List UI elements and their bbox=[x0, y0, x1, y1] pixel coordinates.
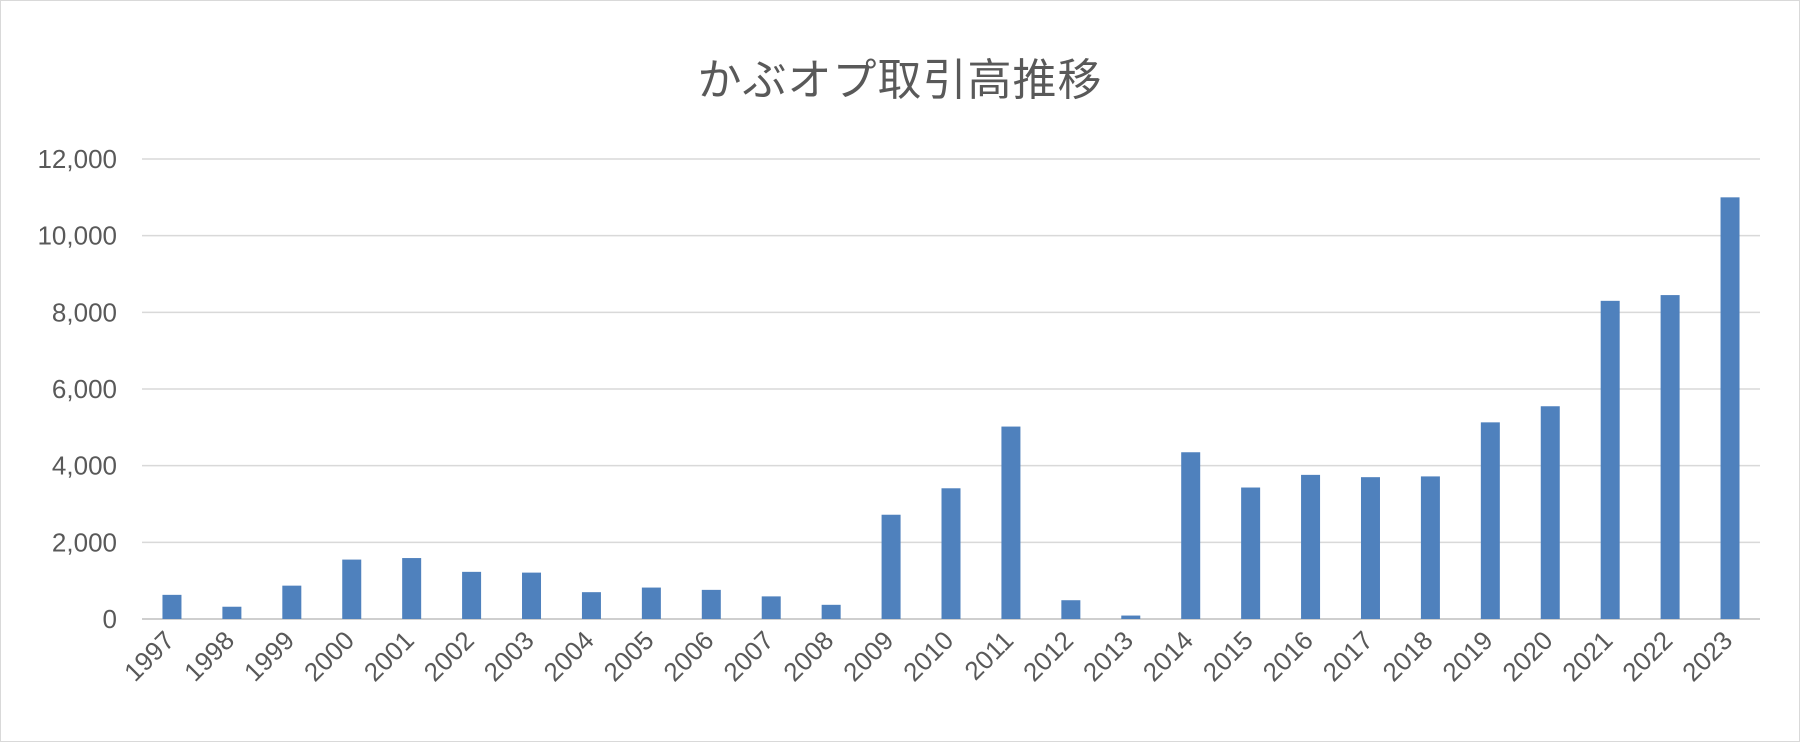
bar-2001 bbox=[402, 558, 422, 619]
y-tick-label: 12,000 bbox=[37, 144, 117, 174]
x-tick-label: 1998 bbox=[178, 625, 240, 687]
y-tick-label: 6,000 bbox=[52, 374, 117, 404]
x-tick-label: 2006 bbox=[657, 625, 719, 687]
bar-2019 bbox=[1480, 422, 1500, 619]
y-tick-label: 0 bbox=[103, 604, 117, 634]
bar-2013 bbox=[1121, 615, 1141, 619]
bar-2021 bbox=[1600, 300, 1620, 619]
bars bbox=[162, 197, 1740, 620]
x-tick-label: 2011 bbox=[958, 625, 1019, 686]
x-tick-label: 1997 bbox=[118, 625, 180, 687]
bar-2002 bbox=[462, 571, 482, 619]
x-tick-label: 2007 bbox=[717, 625, 779, 687]
x-tick-label: 2017 bbox=[1317, 625, 1379, 687]
bar-2017 bbox=[1360, 477, 1380, 619]
x-tick-label: 2020 bbox=[1496, 625, 1558, 687]
y-axis-ticks: 0 2,000 4,000 6,000 8,000 10,000 12,000 bbox=[37, 144, 117, 634]
x-tick-label: 2010 bbox=[897, 625, 959, 687]
bar-2018 bbox=[1420, 476, 1440, 619]
x-tick-label: 2002 bbox=[418, 625, 480, 687]
x-tick-label: 2019 bbox=[1436, 625, 1498, 687]
y-tick-label: 4,000 bbox=[52, 451, 117, 481]
bar-1999 bbox=[282, 585, 302, 619]
x-tick-label: 2012 bbox=[1017, 625, 1079, 687]
x-tick-label: 2018 bbox=[1377, 625, 1439, 687]
bar-2023 bbox=[1720, 197, 1740, 620]
x-tick-label: 2022 bbox=[1616, 625, 1678, 687]
x-tick-label: 2009 bbox=[837, 625, 899, 687]
x-tick-label: 2013 bbox=[1077, 625, 1139, 687]
y-tick-label: 10,000 bbox=[37, 221, 117, 251]
bar-2020 bbox=[1540, 406, 1560, 619]
bar-2014 bbox=[1181, 452, 1201, 619]
x-tick-label: 2005 bbox=[597, 625, 659, 687]
x-tick-label: 2008 bbox=[777, 625, 839, 687]
x-tick-label: 1999 bbox=[238, 625, 300, 687]
bar-2022 bbox=[1660, 295, 1680, 619]
x-tick-label: 2023 bbox=[1676, 625, 1738, 687]
y-tick-label: 8,000 bbox=[52, 297, 117, 327]
bar-2003 bbox=[522, 572, 542, 619]
x-tick-label: 2015 bbox=[1197, 625, 1259, 687]
x-axis-ticks: 1997199819992000200120022003200420052006… bbox=[118, 625, 1738, 687]
bar-2012 bbox=[1061, 600, 1081, 619]
x-tick-label: 2014 bbox=[1137, 625, 1199, 687]
bar-2011 bbox=[1001, 426, 1021, 619]
x-tick-label: 2021 bbox=[1556, 625, 1618, 687]
x-tick-label: 2003 bbox=[478, 625, 540, 687]
bar-2016 bbox=[1301, 474, 1321, 619]
x-tick-label: 2001 bbox=[358, 625, 420, 687]
x-tick-label: 2000 bbox=[298, 625, 360, 687]
y-tick-label: 2,000 bbox=[52, 527, 117, 557]
x-tick-label: 2004 bbox=[538, 625, 600, 687]
bar-1998 bbox=[222, 606, 242, 619]
bar-2015 bbox=[1241, 487, 1261, 619]
chart-title: かぶオプ取引高推移 bbox=[697, 55, 1103, 106]
bar-2009 bbox=[881, 514, 901, 619]
bar-2000 bbox=[342, 559, 362, 619]
bar-2004 bbox=[581, 592, 601, 619]
bar-2007 bbox=[761, 596, 781, 619]
bar-2010 bbox=[941, 488, 961, 619]
bar-2006 bbox=[701, 589, 721, 619]
x-tick-label: 2016 bbox=[1257, 625, 1319, 687]
bar-2005 bbox=[641, 587, 661, 619]
bar-1997 bbox=[162, 594, 182, 619]
bar-2008 bbox=[821, 604, 841, 619]
